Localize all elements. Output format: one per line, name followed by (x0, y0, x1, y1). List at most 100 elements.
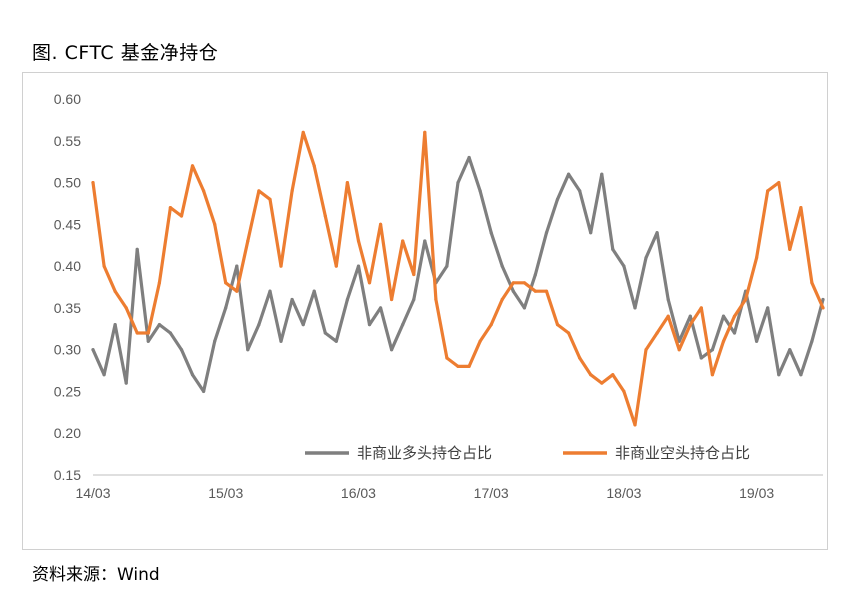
data-point (744, 297, 748, 302)
data-point (268, 197, 272, 201)
series-line-2 (91, 130, 825, 427)
data-point (655, 331, 659, 335)
y-tick-label: 0.35 (54, 300, 81, 316)
data-point (578, 189, 582, 193)
data-point (555, 197, 560, 201)
data-point (732, 331, 737, 335)
data-point (257, 323, 261, 327)
data-point (91, 348, 95, 352)
data-point (301, 130, 305, 134)
data-point (157, 281, 161, 285)
data-point (489, 231, 493, 235)
data-point (445, 356, 449, 360)
data-point (721, 314, 726, 318)
data-point (688, 323, 692, 327)
y-tick-label: 0.40 (54, 258, 81, 274)
data-point (456, 181, 460, 185)
data-point (456, 364, 460, 368)
data-point (788, 247, 792, 251)
data-point (268, 289, 272, 293)
data-point (567, 331, 571, 335)
data-point (412, 272, 416, 277)
data-point (611, 247, 615, 251)
x-tick-label: 18/03 (606, 485, 641, 501)
data-point (168, 331, 172, 335)
y-tick-label: 0.25 (54, 383, 81, 399)
data-point (345, 297, 349, 302)
data-point (168, 206, 172, 210)
data-point (157, 323, 161, 327)
data-point (589, 373, 593, 377)
data-point (290, 297, 294, 302)
data-point (467, 155, 471, 160)
data-point (279, 339, 283, 343)
data-point (412, 297, 416, 302)
data-point (555, 323, 560, 327)
data-point (755, 339, 759, 343)
data-point (478, 339, 482, 343)
data-point (179, 348, 184, 352)
y-tick-label: 0.50 (54, 175, 81, 191)
data-point (345, 181, 349, 185)
data-point (246, 348, 250, 352)
data-point (224, 281, 228, 285)
y-tick-label: 0.15 (54, 467, 81, 483)
data-point (633, 423, 637, 427)
data-point (578, 356, 582, 360)
data-point (401, 239, 405, 243)
data-point (633, 306, 637, 310)
figure-title: 图. CFTC 基金净持仓 (32, 42, 219, 64)
y-tick-label: 0.30 (54, 342, 81, 358)
y-tick-label: 0.55 (54, 133, 81, 149)
data-point (146, 331, 150, 335)
data-point (544, 289, 549, 293)
data-point (279, 264, 283, 268)
data-point (810, 281, 814, 285)
data-point (224, 306, 228, 310)
data-point (323, 331, 327, 335)
data-point (589, 231, 593, 235)
data-point (124, 381, 128, 385)
y-tick-label: 0.45 (54, 216, 81, 232)
data-point (334, 264, 338, 268)
data-point (511, 281, 515, 285)
data-point (467, 364, 471, 368)
line-chart: 0.15 0.20 0.25 0.30 0.35 0.40 0.45 0.50 0.55 0.60… (54, 91, 825, 501)
data-point (257, 189, 261, 193)
data-point (312, 289, 316, 293)
data-point (766, 189, 770, 193)
data-point (600, 381, 604, 385)
data-point (644, 348, 648, 352)
legend-label: 非商业空头持仓占比 (615, 444, 750, 462)
data-point (423, 239, 427, 243)
data-point (710, 348, 715, 352)
data-point (146, 339, 150, 343)
data-point (434, 297, 438, 302)
data-point (522, 281, 526, 285)
data-point (213, 339, 217, 343)
x-tick-label: 17/03 (474, 485, 509, 501)
data-point (533, 289, 537, 293)
data-point (113, 289, 117, 293)
data-point (190, 164, 195, 168)
data-point (312, 164, 316, 168)
data-point (179, 214, 184, 218)
data-point (135, 247, 139, 251)
data-point (622, 389, 626, 393)
data-point (533, 272, 537, 277)
data-point (500, 297, 504, 302)
data-point (622, 264, 626, 268)
data-point (611, 373, 615, 377)
data-point (102, 264, 106, 268)
data-point (732, 314, 737, 318)
source-note: 资料来源：Wind (32, 565, 160, 585)
data-point (677, 348, 681, 352)
data-point (301, 323, 305, 327)
data-point (677, 339, 681, 343)
data-point (390, 348, 394, 352)
data-point (113, 323, 117, 327)
data-point (102, 373, 106, 377)
data-point (788, 348, 792, 352)
x-tick-label: 15/03 (208, 485, 243, 501)
data-point (423, 130, 427, 134)
